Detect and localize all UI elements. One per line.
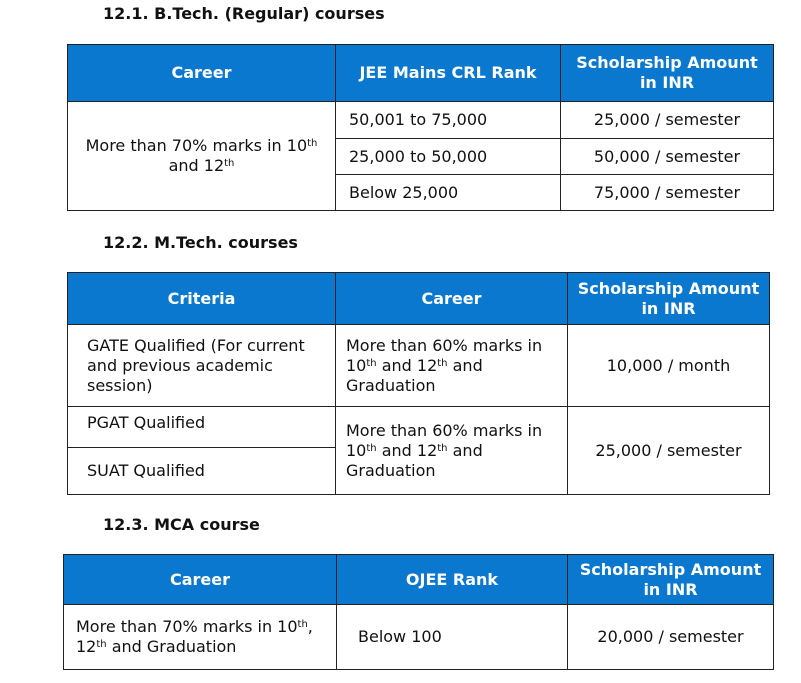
header-career: Career [335,272,568,325]
mtech-scholarship-table: Criteria Career Scholarship Amount in IN… [67,272,770,495]
criteria-cell: GATE Qualified (For current and previous… [67,324,336,407]
amount-cell: 20,000 / semester [567,604,774,670]
amount-cell: 75,000 / semester [560,174,774,211]
amount-cell: 25,000 / semester [560,101,774,139]
amount-cell: 25,000 / semester [567,406,770,495]
mca-scholarship-table: Career OJEE Rank Scholarship Amount in I… [63,554,774,670]
amount-cell: 10,000 / month [567,324,770,407]
amount-cell: 50,000 / semester [560,138,774,175]
header-scholarship-amount: Scholarship Amount in INR [560,44,774,102]
rank-cell: 50,001 to 75,000 [335,101,561,139]
rank-cell: Below 100 [336,604,568,670]
header-scholarship-amount: Scholarship Amount in INR [567,554,774,605]
section-heading-btech: 12.1. B.Tech. (Regular) courses [103,4,385,23]
header-criteria: Criteria [67,272,336,325]
btech-scholarship-table: Career JEE Mains CRL Rank Scholarship Am… [67,44,774,211]
criteria-cell: SUAT Qualified [67,447,336,495]
rank-cell: Below 25,000 [335,174,561,211]
header-scholarship-amount: Scholarship Amount in INR [567,272,770,325]
btech-career-cell: More than 70% marks in 10th and 12th [67,101,336,211]
header-career: Career [63,554,337,605]
header-ojee-rank: OJEE Rank [336,554,568,605]
section-heading-mca: 12.3. MCA course [103,515,260,534]
criteria-cell: PGAT Qualified [67,406,336,448]
section-heading-mtech: 12.2. M.Tech. courses [103,233,298,252]
header-career: Career [67,44,336,102]
header-jee-rank: JEE Mains CRL Rank [335,44,561,102]
mtech-career-cell: More than 60% marks in 10th and 12th and… [335,324,568,407]
rank-cell: 25,000 to 50,000 [335,138,561,175]
mca-career-cell: More than 70% marks in 10th, 12th and Gr… [63,604,337,670]
mtech-shared-career-cell: More than 60% marks in 10th and 12th and… [335,406,568,495]
